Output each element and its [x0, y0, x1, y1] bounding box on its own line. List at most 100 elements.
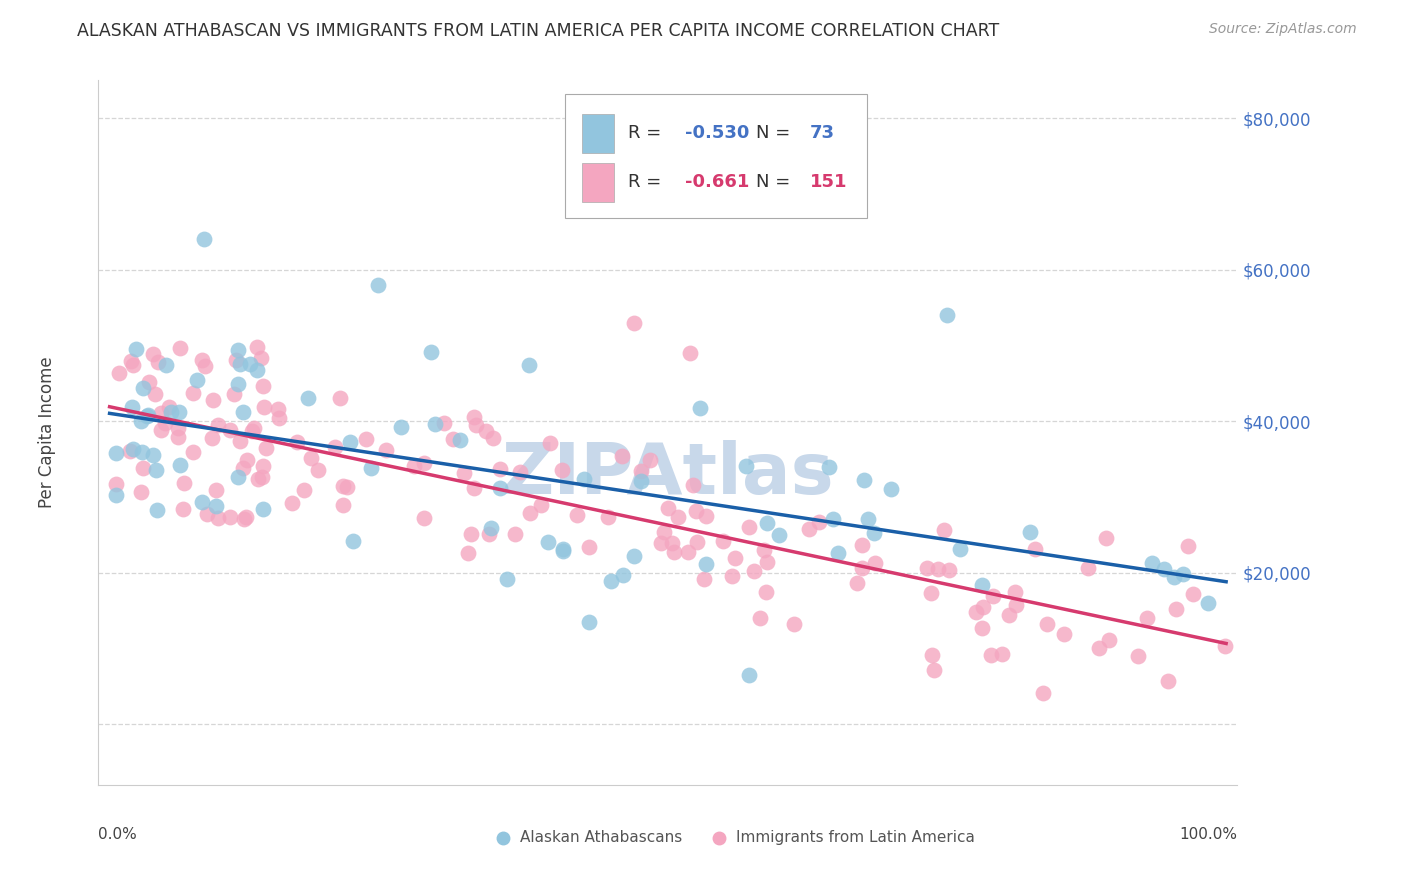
Text: N =: N =	[755, 173, 796, 192]
Immigrants from Latin America	[682, 478, 704, 492]
Alaskan Athabascans	[246, 363, 269, 377]
Immigrants from Latin America	[742, 564, 765, 578]
Alaskan Athabascans	[136, 408, 159, 422]
FancyBboxPatch shape	[565, 95, 868, 218]
Alaskan Athabascans	[121, 400, 143, 414]
Immigrants from Latin America	[693, 572, 716, 586]
Alaskan Athabascans	[423, 417, 446, 431]
Immigrants from Latin America	[481, 431, 503, 445]
Immigrants from Latin America	[247, 472, 270, 486]
Immigrants from Latin America	[1095, 532, 1118, 546]
Alaskan Athabascans	[489, 482, 512, 496]
Alaskan Athabascans	[135, 409, 157, 423]
Immigrants from Latin America	[207, 418, 229, 433]
Bar	[582, 114, 614, 153]
Immigrants from Latin America	[783, 616, 806, 631]
Alaskan Athabascans	[339, 434, 361, 449]
Alaskan Athabascans	[817, 459, 839, 474]
Immigrants from Latin America	[754, 585, 776, 599]
Immigrants from Latin America	[460, 527, 482, 541]
Immigrants from Latin America	[921, 648, 943, 662]
Alaskan Athabascans	[823, 512, 845, 526]
Alaskan Athabascans	[970, 578, 993, 592]
Immigrants from Latin America	[965, 605, 987, 619]
Immigrants from Latin America	[336, 480, 359, 494]
Immigrants from Latin America	[519, 506, 541, 520]
Immigrants from Latin America	[149, 423, 172, 437]
Immigrants from Latin America	[204, 483, 226, 497]
Alaskan Athabascans	[122, 442, 145, 456]
Immigrants from Latin America	[1182, 587, 1205, 601]
Immigrants from Latin America	[851, 538, 873, 552]
Immigrants from Latin America	[228, 434, 250, 448]
Immigrants from Latin America	[922, 663, 945, 677]
Text: R =: R =	[628, 124, 666, 142]
Immigrants from Latin America	[932, 523, 955, 537]
Immigrants from Latin America	[167, 420, 190, 434]
Alaskan Athabascans	[129, 414, 152, 428]
Immigrants from Latin America	[970, 622, 993, 636]
Immigrants from Latin America	[108, 366, 131, 380]
Immigrants from Latin America	[138, 375, 160, 389]
Immigrants from Latin America	[267, 402, 290, 417]
Immigrants from Latin America	[129, 485, 152, 500]
Immigrants from Latin America	[1098, 633, 1121, 648]
Immigrants from Latin America	[181, 445, 204, 459]
Alaskan Athabascans	[737, 668, 759, 682]
Alaskan Athabascans	[191, 495, 214, 509]
Immigrants from Latin America	[565, 508, 588, 522]
Bar	[582, 163, 614, 202]
Immigrants from Latin America	[679, 346, 702, 360]
Immigrants from Latin America	[550, 463, 572, 477]
Immigrants from Latin America	[686, 534, 709, 549]
Immigrants from Latin America	[225, 352, 247, 367]
Immigrants from Latin America	[253, 401, 276, 415]
Alaskan Athabascans	[419, 345, 441, 359]
Alaskan Athabascans	[574, 472, 596, 486]
Alaskan Athabascans	[104, 488, 127, 502]
Immigrants from Latin America	[254, 442, 277, 456]
Immigrants from Latin America	[638, 453, 661, 467]
Alaskan Athabascans	[169, 458, 191, 472]
Text: Alaskan Athabascans: Alaskan Athabascans	[520, 830, 682, 846]
Immigrants from Latin America	[1032, 685, 1054, 699]
Immigrants from Latin America	[756, 556, 779, 570]
Immigrants from Latin America	[157, 401, 180, 415]
Immigrants from Latin America	[927, 562, 949, 576]
Immigrants from Latin America	[845, 575, 868, 590]
Immigrants from Latin America	[652, 525, 675, 540]
Immigrants from Latin America	[650, 535, 672, 549]
Immigrants from Latin America	[325, 440, 347, 454]
Alaskan Athabascans	[228, 343, 250, 357]
Immigrants from Latin America	[120, 353, 142, 368]
Immigrants from Latin America	[329, 391, 352, 405]
Text: 73: 73	[810, 124, 835, 142]
Immigrants from Latin America	[354, 432, 377, 446]
Alaskan Athabascans	[481, 521, 503, 535]
Immigrants from Latin America	[1077, 560, 1099, 574]
Immigrants from Latin America	[173, 476, 195, 491]
Immigrants from Latin America	[118, 443, 141, 458]
Immigrants from Latin America	[808, 515, 831, 529]
Alaskan Athabascans	[205, 499, 228, 513]
Alaskan Athabascans	[193, 232, 215, 246]
Immigrants from Latin America	[441, 432, 464, 446]
Immigrants from Latin America	[530, 498, 553, 512]
Immigrants from Latin America	[201, 431, 224, 445]
Immigrants from Latin America	[1024, 541, 1046, 556]
Alaskan Athabascans	[768, 527, 790, 541]
Immigrants from Latin America	[1157, 674, 1180, 689]
Immigrants from Latin America	[738, 520, 761, 534]
Alaskan Athabascans	[105, 446, 128, 460]
Alaskan Athabascans	[880, 482, 903, 496]
Alaskan Athabascans	[1173, 566, 1195, 581]
Alaskan Athabascans	[228, 357, 250, 371]
Alaskan Athabascans	[551, 542, 574, 557]
Alaskan Athabascans	[252, 501, 274, 516]
Immigrants from Latin America	[167, 429, 190, 443]
Immigrants from Latin America	[664, 545, 686, 559]
Alaskan Athabascans	[695, 557, 717, 571]
Alaskan Athabascans	[360, 460, 382, 475]
Immigrants from Latin America	[153, 417, 176, 431]
Alaskan Athabascans	[536, 534, 558, 549]
